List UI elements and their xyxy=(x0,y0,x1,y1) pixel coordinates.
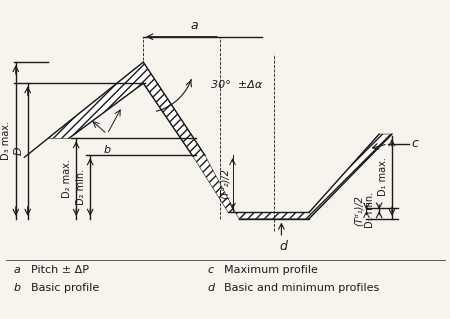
Text: Maximum profile: Maximum profile xyxy=(224,264,318,275)
Text: b: b xyxy=(104,145,111,155)
Text: c: c xyxy=(411,137,418,150)
Text: D: D xyxy=(14,147,23,155)
Text: D₁ max.: D₁ max. xyxy=(378,157,387,196)
Text: Basic and minimum profiles: Basic and minimum profiles xyxy=(224,283,379,293)
Polygon shape xyxy=(48,62,392,219)
Text: D₃ max.: D₃ max. xyxy=(1,121,11,160)
Text: D₁ min.: D₁ min. xyxy=(365,192,375,228)
Text: d: d xyxy=(279,240,288,253)
Text: D₂ min.: D₂ min. xyxy=(76,169,86,205)
Text: Pitch ± ΔP: Pitch ± ΔP xyxy=(31,264,89,275)
Text: a: a xyxy=(14,264,21,275)
Text: (Tᵈ₂)/2: (Tᵈ₂)/2 xyxy=(220,168,230,199)
Text: 30°  ±Δα: 30° ±Δα xyxy=(212,80,262,90)
Text: a: a xyxy=(190,19,198,32)
Text: Basic profile: Basic profile xyxy=(31,283,99,293)
Text: b: b xyxy=(14,283,21,293)
Text: D₂ max.: D₂ max. xyxy=(62,159,72,198)
Text: (Tᵈ₁)/2: (Tᵈ₁)/2 xyxy=(354,195,364,226)
Text: c: c xyxy=(207,264,213,275)
Text: d: d xyxy=(207,283,214,293)
